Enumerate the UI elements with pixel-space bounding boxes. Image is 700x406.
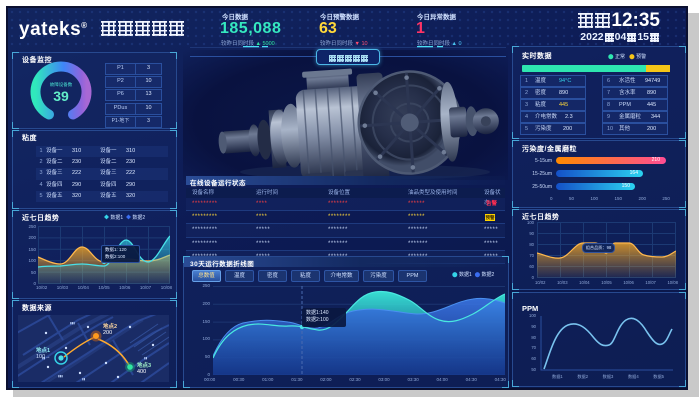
- svg-text:▮▮: ▮▮: [42, 356, 46, 360]
- svg-text:▮▮: ▮▮: [82, 377, 86, 381]
- svg-text:▮▮▮: ▮▮▮: [70, 321, 75, 325]
- svg-text:▮▮: ▮▮: [144, 356, 148, 360]
- svg-text:▮▮▮: ▮▮▮: [58, 374, 63, 378]
